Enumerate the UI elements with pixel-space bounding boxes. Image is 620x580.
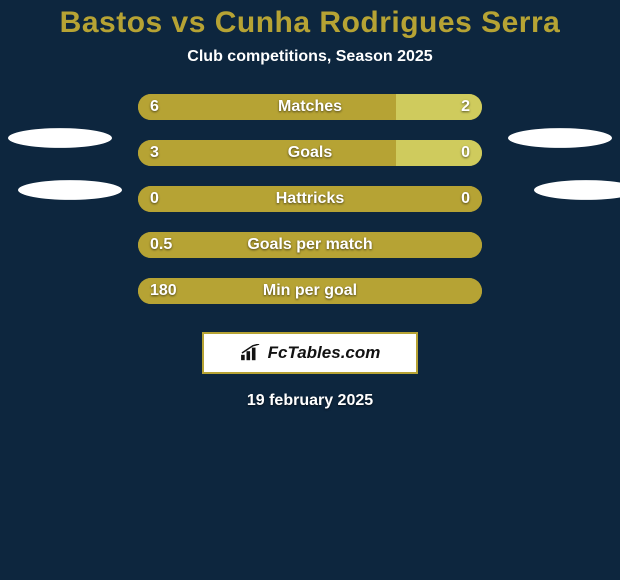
brand-box: FcTables.com (202, 332, 418, 374)
bar-left-fill (138, 186, 482, 212)
metric-row: Goals per match0.5 (0, 232, 620, 278)
metric-rows: Matches62Goals30Hattricks00Goals per mat… (0, 94, 620, 324)
bar-left-fill (138, 140, 396, 166)
subtitle: Club competitions, Season 2025 (0, 48, 620, 66)
footer-date: 19 february 2025 (0, 392, 620, 410)
bar-left-fill (138, 278, 482, 304)
bar-track (138, 278, 482, 304)
metric-row: Min per goal180 (0, 278, 620, 324)
bar-right-fill (396, 94, 482, 120)
bar-track (138, 140, 482, 166)
bar-track (138, 186, 482, 212)
bar-left-fill (138, 94, 396, 120)
bar-track (138, 94, 482, 120)
comparison-canvas: Bastos vs Cunha Rodrigues Serra Club com… (0, 0, 620, 580)
page-title: Bastos vs Cunha Rodrigues Serra (0, 6, 620, 40)
metric-row: Hattricks00 (0, 186, 620, 232)
bar-right-fill (396, 140, 482, 166)
bar-chart-icon (240, 344, 262, 362)
bar-left-fill (138, 232, 482, 258)
metric-row: Goals30 (0, 140, 620, 186)
metric-row: Matches62 (0, 94, 620, 140)
brand-text: FcTables.com (268, 343, 381, 363)
bar-track (138, 232, 482, 258)
